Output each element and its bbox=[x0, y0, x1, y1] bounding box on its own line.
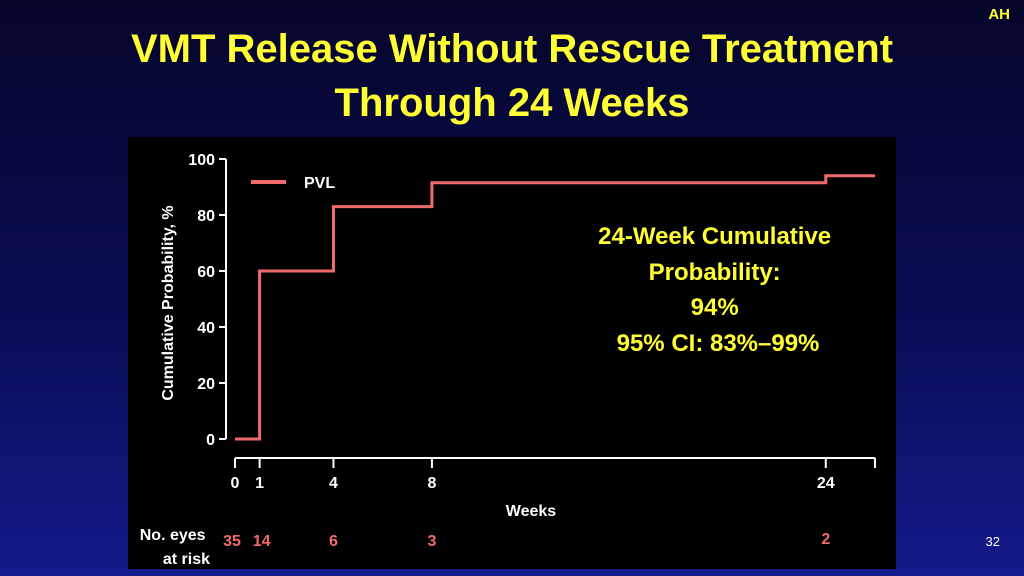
cumulative-probability-annotation: 24-Week Cumulative Probability: 94% 95% … bbox=[598, 223, 838, 357]
y-tick-label-80: 80 bbox=[197, 208, 215, 225]
x-tick-label-8: 8 bbox=[427, 475, 436, 492]
annotation-line-3: 94% bbox=[691, 294, 739, 321]
y-axis: 0 20 40 60 80 100 bbox=[188, 152, 227, 449]
x-tick-label-1: 1 bbox=[255, 475, 264, 492]
annotation-line-2: Probability: bbox=[649, 259, 781, 286]
slide-title: VMT Release Without Rescue Treatment Thr… bbox=[0, 22, 1024, 130]
at-risk-count-week-8: 3 bbox=[427, 533, 436, 550]
at-risk-label-line-1: No. eyes bbox=[140, 527, 206, 544]
annotation-line-1: 24-Week Cumulative bbox=[598, 223, 831, 250]
y-tick-label-100: 100 bbox=[188, 152, 215, 169]
x-tick-label-0: 0 bbox=[231, 475, 240, 492]
x-axis: 0 1 4 8 24 bbox=[231, 457, 876, 492]
at-risk-count-week-24: 2 bbox=[821, 531, 830, 548]
at-risk-row: 35 14 6 3 2 bbox=[223, 531, 830, 550]
y-tick-label-0: 0 bbox=[206, 432, 215, 449]
series-layer bbox=[235, 174, 875, 441]
series-line-pvl bbox=[235, 174, 875, 441]
x-tick-label-24: 24 bbox=[817, 475, 835, 492]
annotation-line-4: 95% CI: 83%–99% bbox=[617, 330, 820, 357]
chart-background bbox=[128, 137, 896, 569]
legend-label-pvl: PVL bbox=[304, 175, 335, 192]
y-axis-label: Cumulative Probability, % bbox=[160, 205, 177, 400]
slide-number: 32 bbox=[985, 534, 1000, 549]
at-risk-count-week-0: 35 bbox=[223, 533, 241, 550]
slide-title-line-2: Through 24 Weeks bbox=[334, 81, 690, 125]
slide-title-line-1: VMT Release Without Rescue Treatment bbox=[130, 27, 894, 71]
legend: PVL bbox=[251, 175, 335, 192]
x-axis-label: Weeks bbox=[506, 503, 557, 520]
x-tick-label-4: 4 bbox=[329, 475, 338, 492]
y-tick-label-60: 60 bbox=[197, 264, 215, 281]
at-risk-label-line-2: at risk bbox=[163, 551, 210, 568]
y-tick-label-40: 40 bbox=[197, 320, 215, 337]
at-risk-count-week-4: 6 bbox=[329, 533, 338, 550]
badge-label: AH bbox=[988, 6, 1010, 23]
at-risk-label: No. eyes at risk bbox=[140, 527, 210, 568]
y-tick-label-20: 20 bbox=[197, 376, 215, 393]
at-risk-count-week-1: 14 bbox=[253, 533, 271, 550]
